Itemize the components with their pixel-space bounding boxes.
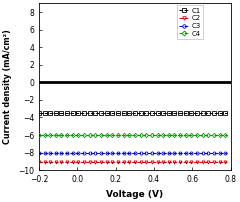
X-axis label: Voltage (V): Voltage (V) xyxy=(106,189,163,199)
Y-axis label: Current density (mA/cm²): Current density (mA/cm²) xyxy=(3,29,12,144)
Legend: C1, C2, C3, C4: C1, C2, C3, C4 xyxy=(176,5,203,39)
